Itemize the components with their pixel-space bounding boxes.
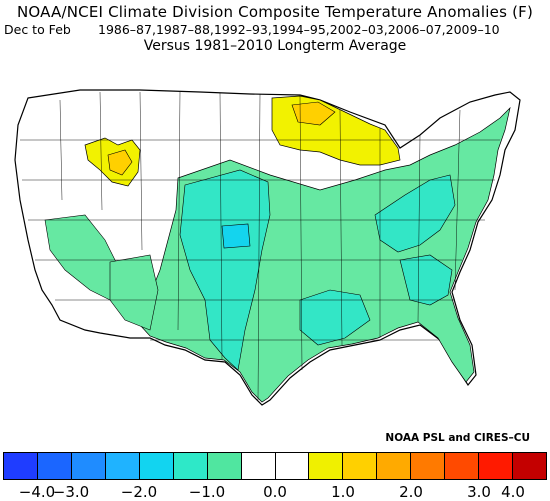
legend-swatch [71,452,106,480]
cool-patch-kansas [221,223,251,249]
color-scale-bar [3,452,547,480]
legend-swatch [309,452,344,480]
legend-tick-label: −3.0 [52,483,90,501]
warm-patch-north-minnesota [291,101,336,126]
baseline-subtitle: Versus 1981–2010 Longterm Average [143,38,407,54]
legend-swatch [411,452,446,480]
legend-swatch [445,452,480,480]
season-label: Dec to Feb [4,22,71,37]
credit-label: NOAA PSL and CIRES–CU [385,432,530,444]
warm-patch-idaho-inner [107,149,133,176]
legend-tick-label: −1.0 [188,483,226,501]
legend-swatch [513,452,547,480]
legend-tick-label: 4.0 [501,483,525,501]
cool-patch-south [299,289,371,346]
legend-swatch [275,452,310,480]
legend-swatch [3,452,38,480]
legend-swatch [139,452,174,480]
us-climate-division-map [14,89,521,406]
legend-tick-label: −4.0 [18,483,56,501]
legend-swatch [241,452,276,480]
legend-swatch [105,452,140,480]
legend-tick-label: 3.0 [467,483,491,501]
legend-swatch [377,452,412,480]
years-label: 1986–87,1987–88,1992–93,1994–95,2002–03,… [98,22,500,37]
legend-tick-label: 2.0 [399,483,423,501]
division-lines [20,91,500,401]
legend-swatch [479,452,514,480]
map-title: NOAA/NCEI Climate Division Composite Tem… [16,3,534,21]
cool-patch-ohio [374,174,456,253]
legend-swatch [173,452,208,480]
legend-tick-label: −2.0 [120,483,158,501]
legend-swatch [207,452,242,480]
legend-tick-label: 1.0 [331,483,355,501]
legend-tick-label: 0.0 [263,483,287,501]
legend-swatch [37,452,72,480]
legend-swatch [343,452,378,480]
